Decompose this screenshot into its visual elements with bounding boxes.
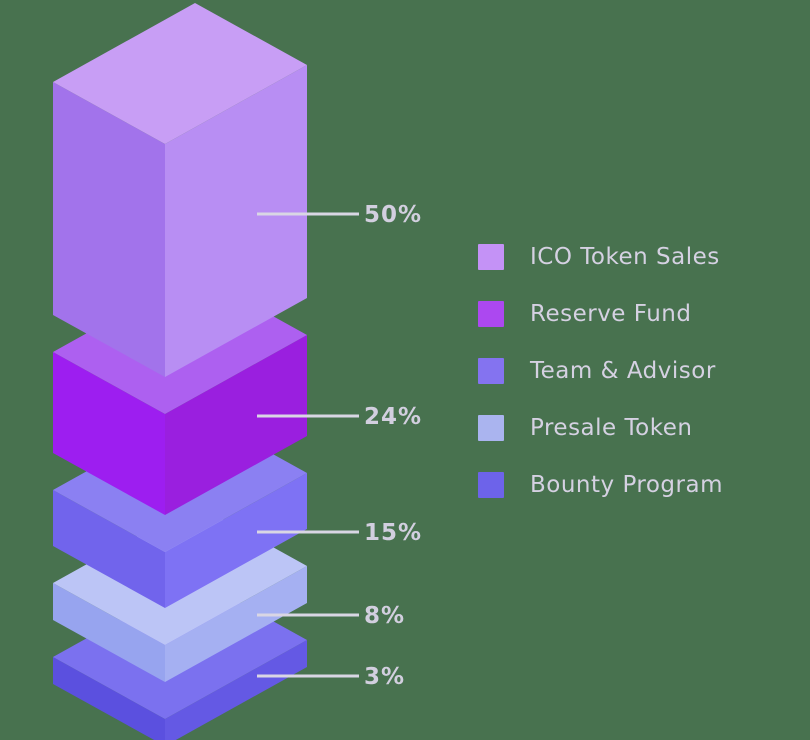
legend-item-reserve-fund: Reserve Fund (478, 301, 723, 327)
reserve-left-face (53, 352, 165, 515)
legend-label-ico-token-sales: ICO Token Sales (530, 244, 720, 270)
swatch-rect (478, 358, 504, 384)
legend: ICO Token Sales Reserve Fund Team & Advi… (478, 244, 723, 498)
percent-label-reserve: 24% (364, 404, 422, 430)
swatch-rect (478, 301, 504, 327)
legend-item-presale-token: Presale Token (478, 415, 723, 441)
legend-label-bounty-program: Bounty Program (530, 472, 723, 498)
ico-right-face (165, 65, 307, 377)
legend-label-presale-token: Presale Token (530, 415, 693, 441)
team-left-face (53, 490, 165, 608)
bounty-right-face (165, 640, 307, 740)
presale-left-face (53, 583, 165, 682)
legend-item-bounty-program: Bounty Program (478, 472, 723, 498)
bounty-left-face (53, 657, 165, 740)
legend-swatch-bounty (478, 472, 504, 498)
percent-label-ico: 50% (364, 202, 422, 228)
reserve-right-face (165, 335, 307, 515)
legend-item-team-advisor: Team & Advisor (478, 358, 723, 384)
ico-top-face (53, 3, 307, 144)
legend-swatch-ico (478, 244, 504, 270)
legend-item-ico-token-sales: ICO Token Sales (478, 244, 723, 270)
legend-swatch-reserve (478, 301, 504, 327)
ico-left-face (53, 82, 165, 377)
percent-label-presale: 8% (364, 603, 405, 629)
swatch-rect (478, 415, 504, 441)
percent-label-team: 15% (364, 520, 422, 546)
swatch-rect (478, 244, 504, 270)
legend-label-team-advisor: Team & Advisor (530, 358, 716, 384)
isometric-stack: 50% 24% 15% 8% 3% (53, 3, 422, 740)
presale-right-face (165, 566, 307, 682)
legend-swatch-team (478, 358, 504, 384)
percent-label-bounty: 3% (364, 664, 405, 690)
legend-swatch-presale (478, 415, 504, 441)
stack-box-ico-token-sales (53, 3, 307, 377)
team-right-face (165, 473, 307, 608)
swatch-rect (478, 472, 504, 498)
legend-label-reserve-fund: Reserve Fund (530, 301, 692, 327)
